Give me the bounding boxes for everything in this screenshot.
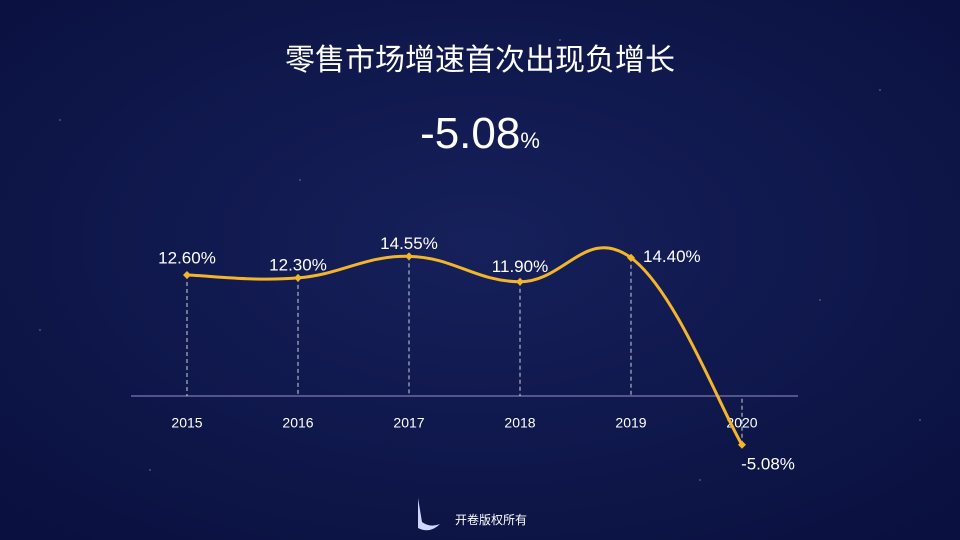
value-label: 11.90%: [492, 257, 548, 276]
value-label: 12.60%: [158, 249, 216, 268]
x-tick-label: 2015: [171, 415, 202, 431]
point: [627, 253, 635, 262]
footer-logo: [418, 498, 440, 531]
footer: 开卷版权所有: [418, 498, 527, 531]
value-label: 14.40%: [643, 247, 701, 266]
chart-title: 零售市场增速首次出现负增长: [285, 44, 675, 77]
headline-unit: %: [520, 128, 540, 153]
point: [516, 277, 524, 286]
value-label: -5.08%: [741, 454, 795, 473]
point: [183, 271, 191, 280]
x-tick-label: 2019: [615, 415, 646, 431]
point: [294, 273, 302, 282]
footer-text: 开卷版权所有: [455, 512, 527, 527]
x-tick-label: 2017: [393, 415, 424, 431]
point: [738, 440, 746, 449]
headline: -5.08%: [420, 109, 540, 158]
value-label: 12.30%: [269, 255, 327, 274]
headline-value: -5.08: [420, 109, 520, 158]
point: [405, 252, 413, 261]
stars: [39, 39, 921, 481]
value-label: 14.55%: [380, 234, 438, 253]
x-tick-label: 2016: [282, 415, 313, 431]
x-tick-label: 2018: [504, 415, 535, 431]
